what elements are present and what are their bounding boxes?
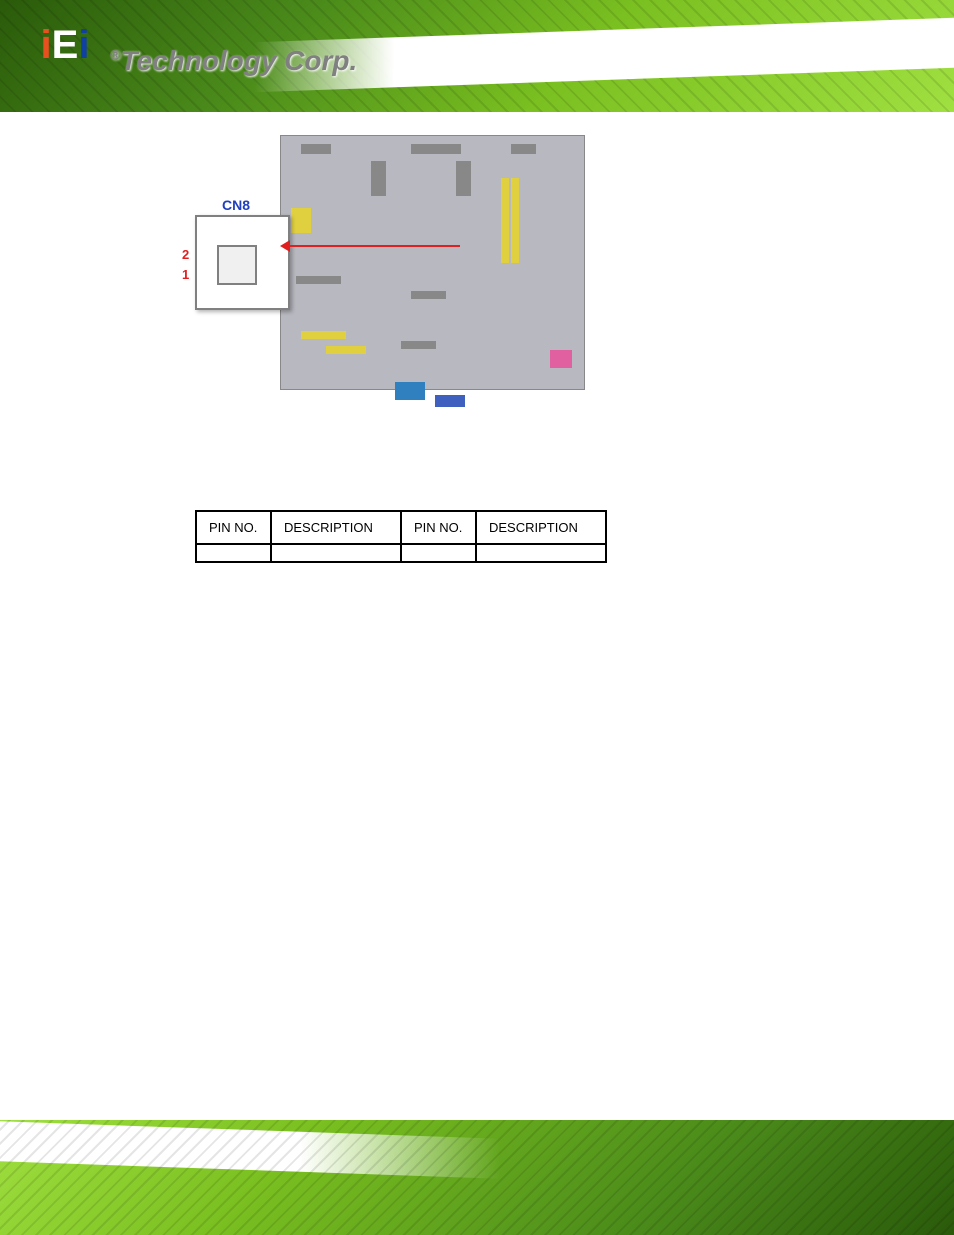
callout-arrow-head <box>280 240 290 252</box>
table-cell <box>271 544 401 562</box>
table-header-desc1: DESCRIPTION <box>271 511 401 544</box>
pinout-table: PIN NO. DESCRIPTION PIN NO. DESCRIPTION <box>195 510 607 563</box>
board-port-pink <box>550 350 572 368</box>
board-component <box>371 161 386 196</box>
table-header-row: PIN NO. DESCRIPTION PIN NO. DESCRIPTION <box>196 511 606 544</box>
pin-number-1: 1 <box>182 267 189 282</box>
table-cell <box>196 544 271 562</box>
table-header-pin1: PIN NO. <box>196 511 271 544</box>
table-header-desc2: DESCRIPTION <box>476 511 606 544</box>
board-component <box>401 341 436 349</box>
memory-slot <box>501 178 509 263</box>
board-component <box>296 276 341 284</box>
board-component <box>301 144 331 154</box>
table-cell <box>476 544 606 562</box>
footer-circuit-pattern <box>0 1120 954 1235</box>
board-component-yellow <box>291 208 311 233</box>
board-component-yellow <box>326 346 366 354</box>
board-diagram: CN8 2 1 <box>195 135 590 415</box>
memory-slot <box>511 178 519 263</box>
connector-callout: CN8 2 1 <box>195 215 290 310</box>
pin-number-2: 2 <box>182 247 189 262</box>
company-logo: i E i <box>30 20 100 70</box>
board-port-blue <box>395 382 425 400</box>
board-component <box>456 161 471 196</box>
motherboard-outline <box>280 135 585 390</box>
board-component-yellow <box>301 331 346 339</box>
table-row <box>196 544 606 562</box>
header-banner: i E i ®Technology Corp. <box>0 0 954 112</box>
registered-symbol: ® <box>110 47 120 63</box>
logo-letter-e: E <box>52 23 79 68</box>
table-cell <box>401 544 476 562</box>
board-port-vga <box>435 395 465 407</box>
logo-letter-i2: i <box>78 23 89 68</box>
company-name-text: Technology Corp. <box>120 45 357 76</box>
callout-arrow-line <box>285 245 460 247</box>
connector-label: CN8 <box>222 197 250 213</box>
footer-banner <box>0 1120 954 1235</box>
board-component <box>411 144 461 154</box>
table-header-pin2: PIN NO. <box>401 511 476 544</box>
board-component <box>411 291 446 299</box>
board-component <box>511 144 536 154</box>
company-name: ®Technology Corp. <box>110 45 357 77</box>
logo-letter-i1: i <box>41 23 52 68</box>
connector-shape <box>217 245 257 285</box>
